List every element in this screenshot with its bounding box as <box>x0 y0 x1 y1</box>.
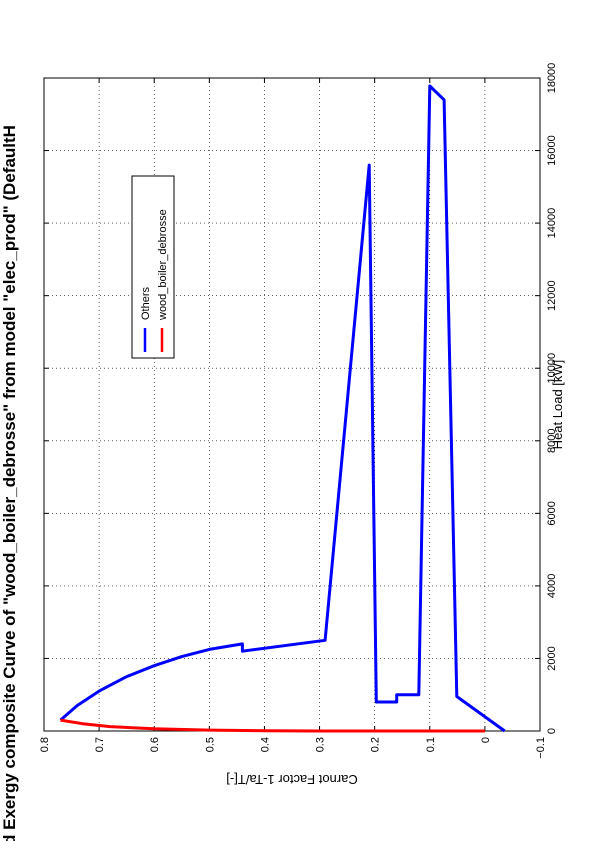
series-others-line <box>59 84 506 733</box>
x-tick-label: 18000 <box>546 63 558 94</box>
y-tick-label: 0.1 <box>425 737 437 752</box>
x-tick-label: 8000 <box>546 429 558 453</box>
y-tick-label: 0 <box>480 737 492 743</box>
y-tick-label: 0.5 <box>204 737 216 752</box>
legend-label-wood-boiler: wood_boiler_debrosse <box>157 209 169 321</box>
legend-label-others: Others <box>140 286 152 320</box>
series <box>59 84 506 733</box>
y-tick-label: 0.2 <box>370 737 382 752</box>
y-axis-label: Carnot Factor 1-Ta/T[-] <box>226 772 357 787</box>
series-wood-boiler-line <box>60 718 485 733</box>
grid <box>43 77 541 732</box>
x-tick-label: 0 <box>546 728 558 734</box>
legend: Others wood_boiler_debrosse <box>131 175 175 359</box>
x-tick-label: 12000 <box>546 280 558 311</box>
y-tick-label: 0.6 <box>149 737 161 752</box>
x-axis-label: Heat Load [kW] <box>550 360 565 450</box>
y-tick-label: 0.4 <box>259 737 271 752</box>
x-tick-label: 14000 <box>546 208 558 239</box>
x-tick-label: 16000 <box>546 135 558 166</box>
y-tick-label: 0.7 <box>94 737 106 752</box>
legend-box <box>131 175 175 359</box>
x-tick-label: 4000 <box>546 574 558 598</box>
x-tick-label: 6000 <box>546 501 558 525</box>
chart-title: d Exergy composite Curve of "wood_boiler… <box>0 125 19 841</box>
x-tick-label: 10000 <box>546 353 558 384</box>
x-tick-label: 2000 <box>546 646 558 670</box>
y-tick-label: 0.3 <box>315 737 327 752</box>
ticks: 0 2000 4000 6000 8000 10000 12000 14000 16000 180… <box>39 63 558 759</box>
y-tick-label: 0.8 <box>39 737 51 752</box>
plot-frame <box>43 77 541 732</box>
y-tick-label: −0.1 <box>535 737 547 759</box>
